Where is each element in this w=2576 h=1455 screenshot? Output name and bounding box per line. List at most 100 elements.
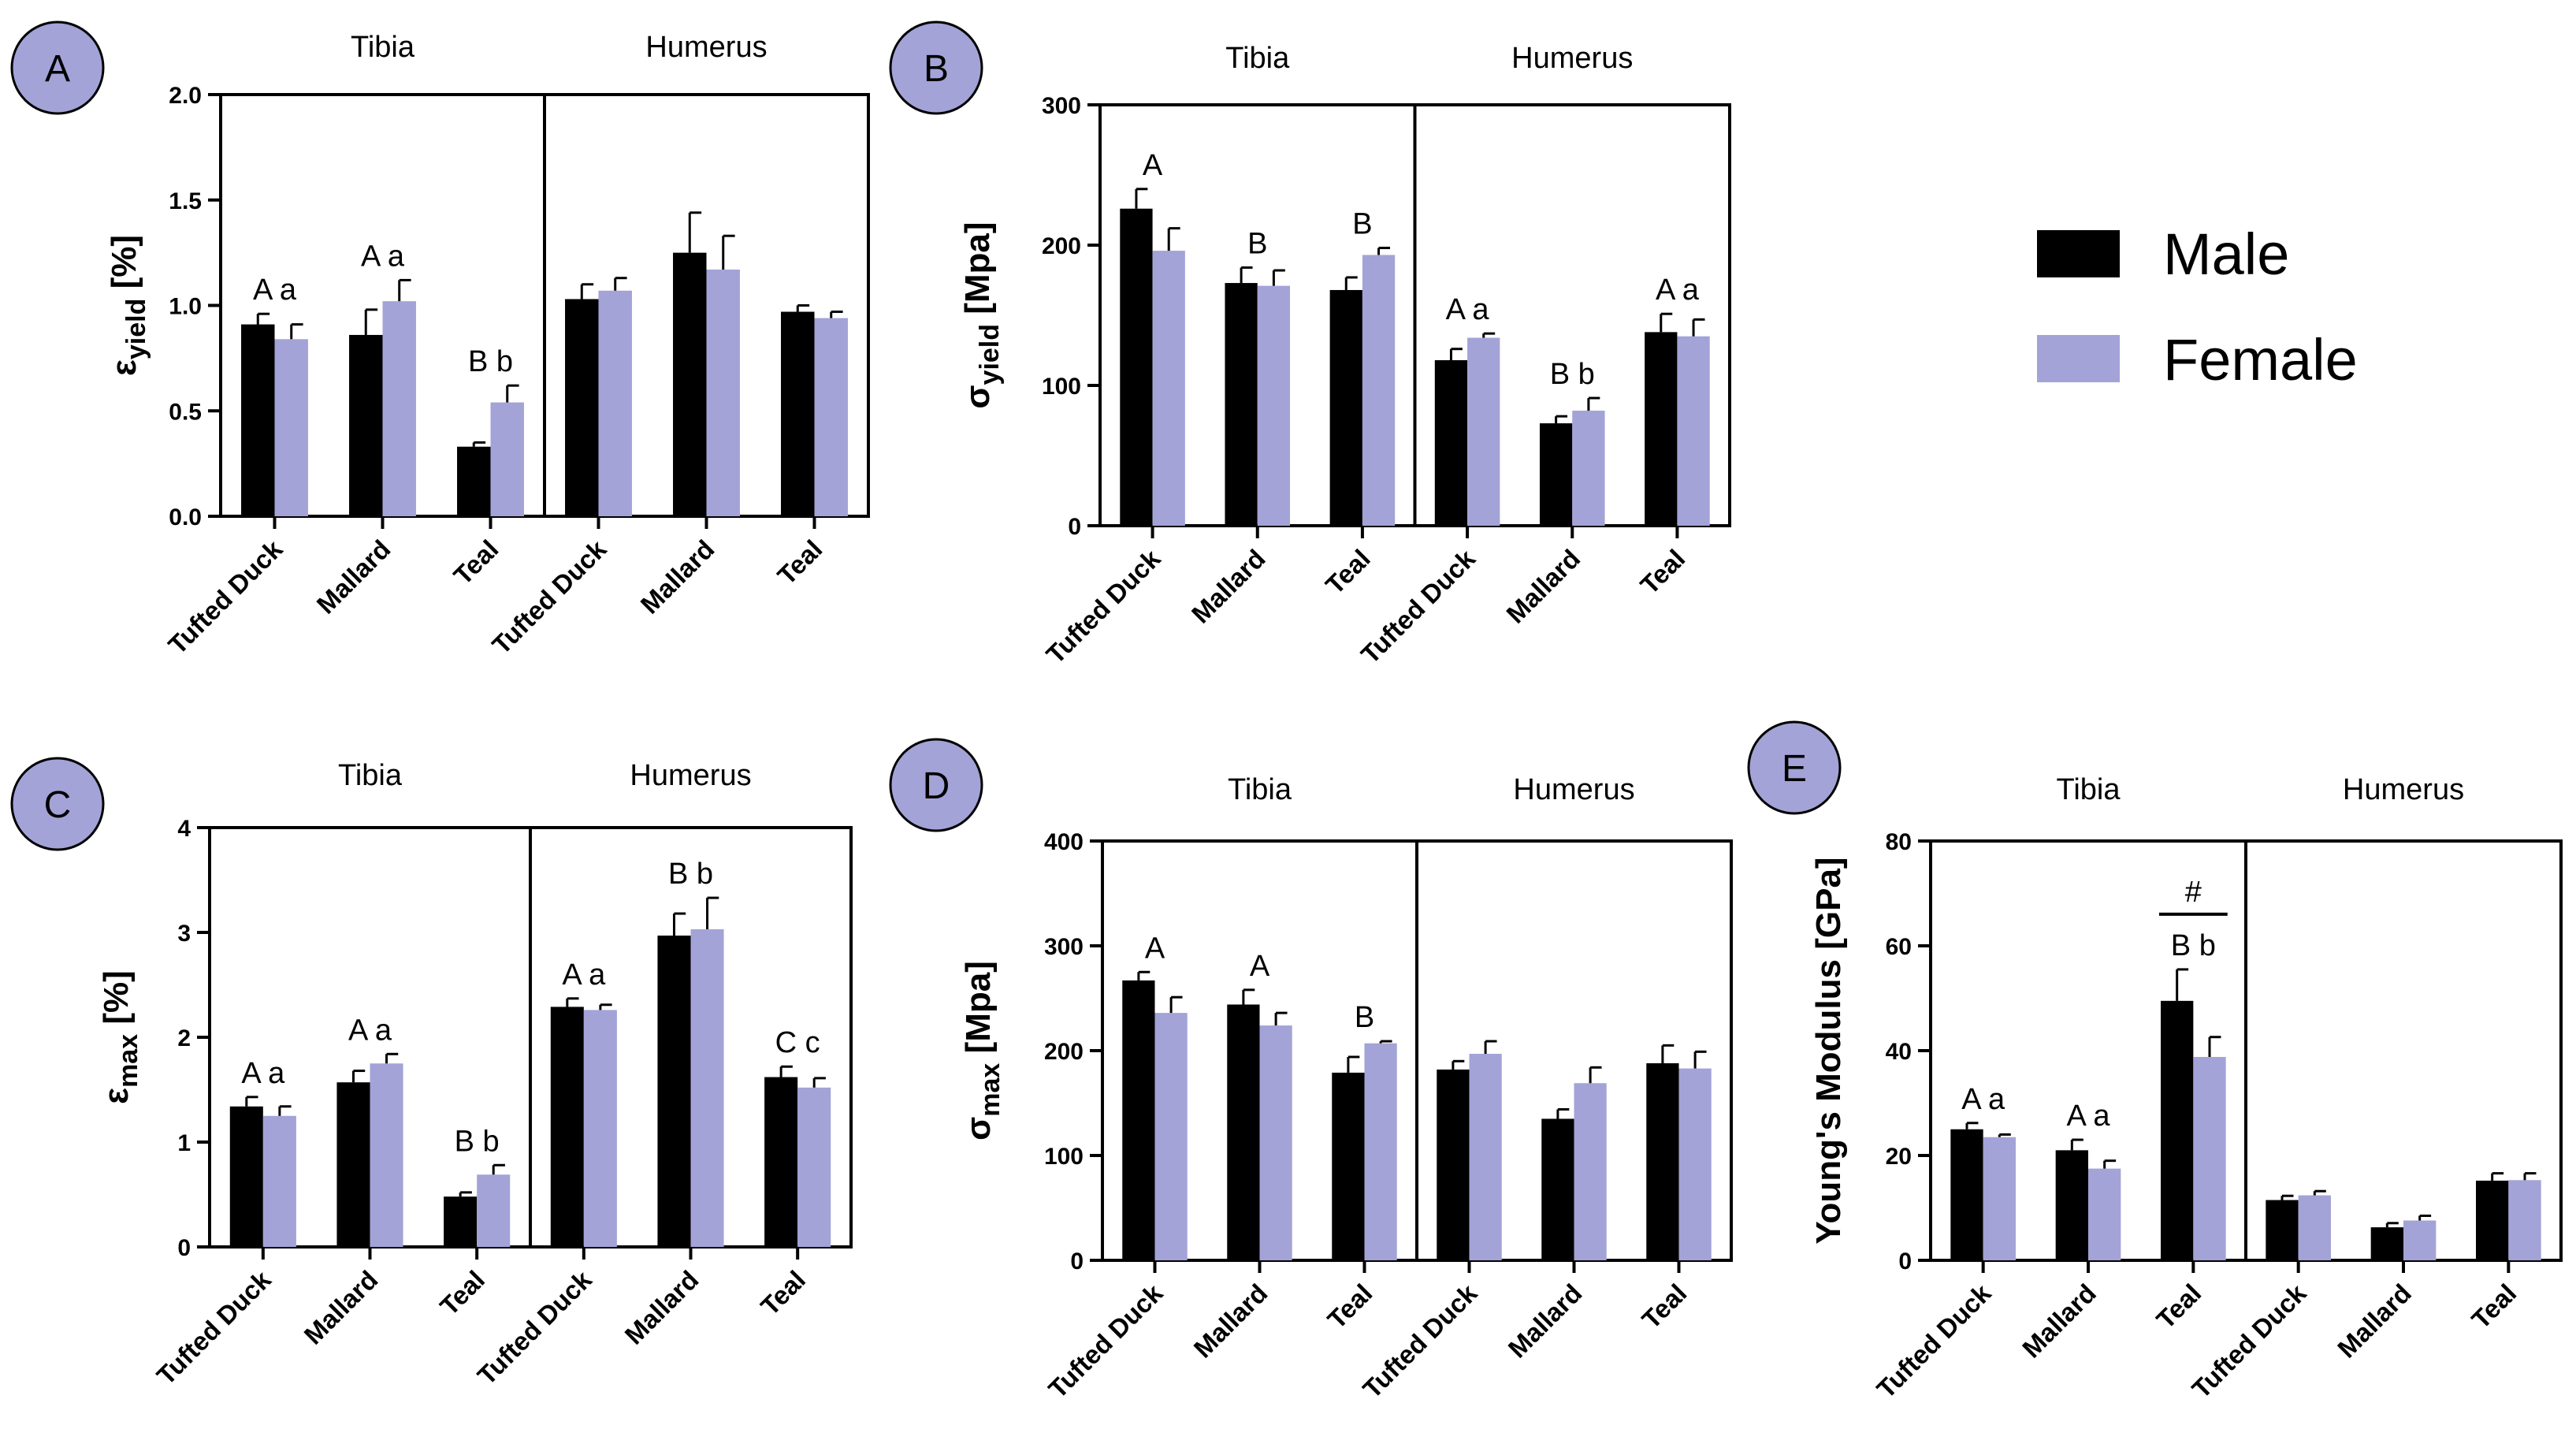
x-tick-label: Teal <box>1636 1278 1692 1334</box>
x-tick-label: Tufted Duck <box>1355 543 1481 669</box>
y-axis-symbol: σ <box>958 385 997 408</box>
x-tick-label: Mallard <box>635 534 720 620</box>
bar-male <box>1645 332 1678 526</box>
x-tick-label: Teal <box>1320 544 1376 600</box>
bar-male <box>2055 1150 2088 1260</box>
significance-letters: A a <box>1961 1083 2005 1116</box>
y-tick-label: 1.5 <box>169 188 202 214</box>
bar-male <box>1122 980 1155 1260</box>
y-tick-label: 300 <box>1044 934 1084 960</box>
bar-male <box>1541 1118 1574 1260</box>
legend-label-male: Male <box>2163 221 2289 287</box>
significance-letters: A a <box>1446 293 1490 326</box>
y-axis-symbol: ε <box>105 359 143 376</box>
bar-female <box>1362 255 1396 526</box>
significance-letters: B b <box>455 1125 500 1158</box>
bar-female <box>1678 1068 1712 1260</box>
x-tick-label: Tufted Duck <box>151 1264 277 1390</box>
x-tick-label: Tufted Duck <box>486 534 612 660</box>
bar-female <box>490 402 524 516</box>
bar-male <box>673 252 707 516</box>
x-tick-label: Tufted Duck <box>2186 1278 2312 1404</box>
bar-female <box>1259 1025 1292 1260</box>
bar-male <box>764 1077 798 1247</box>
bar-female <box>370 1063 403 1247</box>
x-tick-label: Mallard <box>1503 1278 1588 1364</box>
bar-female <box>1574 1083 1607 1260</box>
x-tick-label: Tufted Duck <box>472 1264 598 1390</box>
bar-female <box>274 339 308 516</box>
y-tick-label: 3 <box>177 921 191 947</box>
y-axis-title: σyield [Mpa] <box>958 221 1005 408</box>
significance-letters: A a <box>253 274 297 307</box>
group-label: Humerus <box>1513 773 1634 806</box>
x-tick-label: Teal <box>434 1265 490 1321</box>
bar-male <box>565 299 599 516</box>
y-axis-subscript: max <box>976 1063 1005 1117</box>
bar-female <box>598 290 632 516</box>
significance-letters: B b <box>1550 358 1595 391</box>
significance-letters: A a <box>241 1057 285 1090</box>
y-axis-subscript: yield <box>975 324 1005 385</box>
y-tick-label: 300 <box>1042 93 1081 119</box>
bar-male <box>241 324 275 516</box>
significance-letters: B <box>1355 1001 1374 1034</box>
bar-male <box>1950 1129 1983 1260</box>
bar-male <box>1120 208 1153 526</box>
y-tick-label: 20 <box>1886 1144 1912 1170</box>
x-tick-label: Teal <box>448 534 504 590</box>
panel-badge <box>10 757 105 851</box>
y-tick-label: 0 <box>177 1235 191 1261</box>
bar-female <box>690 929 724 1247</box>
bar-female <box>814 318 848 516</box>
significance-letters: C c <box>775 1026 820 1059</box>
x-tick-label: Mallard <box>299 1265 384 1350</box>
y-axis-subscript: max <box>113 1034 143 1088</box>
group-label: Tibia <box>338 759 403 792</box>
group-label: Tibia <box>1225 42 1290 75</box>
bar-male <box>2161 1000 2194 1260</box>
x-tick-label: Teal <box>2150 1278 2206 1334</box>
x-tick-label: Mallard <box>1188 1278 1273 1364</box>
bar-female <box>1572 411 1605 526</box>
y-tick-label: 0 <box>1068 514 1081 540</box>
y-axis-symbol: σ <box>959 1117 998 1141</box>
y-tick-label: 400 <box>1044 829 1084 855</box>
x-tick-label: Mallard <box>1500 544 1585 629</box>
y-tick-label: 1 <box>177 1130 191 1156</box>
panel-badge <box>889 738 983 832</box>
panel-d: D Tibia Humerus 0 100 200 300 400 σmax [Mpa] Tuft… <box>889 738 1733 1404</box>
panel-letter: A <box>45 48 70 90</box>
panel-letter: B <box>924 48 949 90</box>
bar-female <box>477 1174 511 1247</box>
y-axis-subscript: yield <box>121 299 151 359</box>
y-axis-title: Young's Modulus [GPa] <box>1809 857 1848 1244</box>
y-tick-label: 2.0 <box>169 83 202 109</box>
x-tick-label: Tufted Duck <box>1357 1278 1483 1404</box>
x-tick-label: Tufted Duck <box>1043 1278 1169 1404</box>
significance-letters: A a <box>2067 1100 2111 1133</box>
x-tick-label: Teal <box>1321 1278 1377 1334</box>
bar-female <box>2508 1180 2541 1260</box>
y-axis-unit: [%] <box>97 970 136 1034</box>
y-axis-unit: [Mpa] <box>958 221 997 324</box>
x-tick-label: Mallard <box>2017 1278 2102 1364</box>
bar-female <box>1152 251 1185 526</box>
panel-letter: C <box>44 784 72 826</box>
panel-badge <box>889 20 983 115</box>
bar-male <box>781 311 815 516</box>
bar-male <box>1437 1069 1470 1260</box>
bar-male <box>2266 1200 2299 1260</box>
y-tick-label: 200 <box>1042 233 1081 259</box>
bar-female <box>1364 1043 1397 1260</box>
y-tick-label: 200 <box>1044 1039 1084 1065</box>
y-tick-label: 0.5 <box>169 399 202 425</box>
significance-letters: A a <box>361 240 405 273</box>
bar-male <box>1329 289 1362 526</box>
x-tick-label: Tufted Duck <box>1871 1278 1997 1404</box>
bar-male <box>1539 423 1573 526</box>
y-tick-label: 40 <box>1886 1039 1912 1065</box>
significance-letters: A a <box>1656 274 1700 307</box>
bar-female <box>1154 1013 1188 1260</box>
